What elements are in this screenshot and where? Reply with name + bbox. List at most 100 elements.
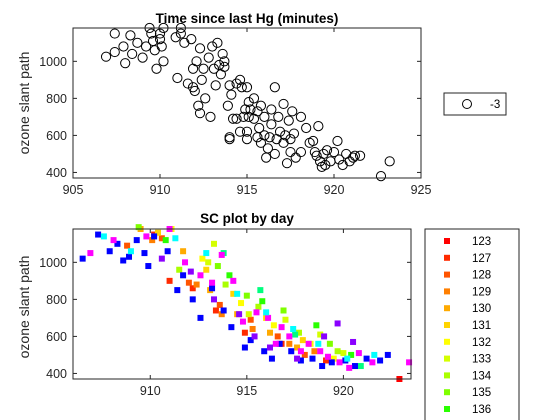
data-point	[203, 250, 210, 257]
bottom-plot-y-tick-label: 400	[46, 367, 67, 381]
data-point	[205, 111, 216, 122]
data-point	[226, 272, 233, 279]
data-point	[234, 290, 241, 297]
data-point	[287, 106, 298, 117]
data-point	[253, 309, 260, 316]
top-plot-y-tick-label: 800	[46, 92, 67, 106]
legend-label: 136	[472, 404, 491, 416]
data-point	[313, 121, 324, 132]
data-point	[334, 348, 341, 355]
data-point	[328, 146, 340, 158]
data-point	[197, 272, 204, 279]
data-point	[344, 355, 351, 362]
bottom-plot-x-tick-label: 915	[236, 384, 257, 398]
data-point	[384, 351, 391, 358]
data-point	[290, 326, 297, 332]
data-point	[218, 251, 225, 258]
top-plot-legend[interactable]: -3	[443, 92, 507, 116]
data-point	[308, 135, 319, 147]
data-point	[278, 324, 285, 331]
data-point	[297, 357, 304, 364]
data-point	[261, 348, 268, 355]
data-point	[371, 351, 378, 358]
top-plot-x-tick-label: 915	[237, 183, 258, 197]
data-point	[254, 122, 265, 134]
top-scatter-axes: Time since last Hg (minutes) ozone slant…	[16, 11, 431, 197]
data-point	[344, 156, 355, 167]
data-point	[288, 128, 300, 139]
legend-label: 129	[472, 286, 491, 298]
data-point	[120, 58, 131, 69]
data-point	[109, 46, 120, 58]
data-point	[95, 231, 102, 238]
data-point	[216, 301, 223, 308]
bottom-plot-legend[interactable]: 123127128129130131132133134135136137	[424, 228, 520, 420]
data-point	[297, 348, 304, 355]
data-point	[267, 329, 274, 336]
data-point	[375, 171, 387, 182]
data-point	[143, 233, 150, 240]
data-point	[276, 340, 283, 347]
data-point	[156, 41, 167, 52]
legend-label: 134	[472, 370, 492, 382]
legend-label: 132	[472, 337, 491, 349]
legend-swatch	[444, 406, 450, 412]
top-plot-frame	[72, 27, 422, 179]
data-point	[79, 255, 86, 262]
data-point	[269, 82, 280, 93]
data-point	[151, 233, 158, 240]
data-point	[162, 237, 169, 244]
data-point	[259, 298, 266, 305]
legend-swatch	[444, 254, 450, 261]
bottom-plot-x-tick-label: 920	[333, 384, 354, 398]
data-point	[319, 363, 326, 370]
data-point	[278, 98, 289, 110]
data-point	[324, 353, 331, 360]
bottom-legend-items: 123127128129130131132133134135136137	[444, 236, 492, 416]
data-point	[267, 344, 274, 351]
data-point	[265, 314, 272, 321]
data-point	[268, 355, 275, 362]
data-point	[245, 104, 256, 115]
data-point	[118, 41, 129, 52]
data-point	[231, 113, 242, 124]
data-point	[295, 111, 307, 122]
data-point	[207, 41, 218, 52]
data-point	[247, 337, 254, 344]
data-point	[120, 257, 127, 264]
top-plot-ticks: 905 910 915 920 925 400 600 800 1000	[39, 28, 431, 197]
data-point	[269, 148, 280, 160]
data-point	[182, 259, 189, 266]
data-point	[158, 255, 165, 262]
data-point	[282, 316, 289, 323]
data-point	[286, 333, 293, 340]
data-point	[351, 363, 358, 370]
data-point	[210, 296, 217, 303]
data-point	[217, 48, 228, 60]
data-point	[346, 364, 353, 371]
data-point	[176, 266, 183, 273]
top-plot-y-tick-label: 1000	[39, 55, 67, 69]
bottom-plot-y-tick-label: 1000	[39, 256, 67, 270]
data-point	[263, 309, 270, 316]
bottom-scatter-axes: SC plot by day ozone slant path 910 915 92…	[16, 211, 413, 398]
data-point	[350, 338, 357, 345]
data-point	[313, 322, 320, 329]
top-legend-marker	[462, 99, 472, 109]
data-point	[238, 111, 249, 122]
data-point	[203, 52, 214, 63]
data-point	[199, 255, 206, 262]
data-point	[198, 63, 209, 74]
data-point	[255, 100, 267, 111]
data-point	[294, 344, 301, 351]
data-point	[219, 56, 230, 67]
data-point	[357, 363, 364, 370]
data-point	[281, 158, 293, 169]
top-plot-title: Time since last Hg (minutes)	[156, 11, 339, 26]
bottom-plot-y-tick-label: 600	[46, 330, 67, 344]
data-point	[151, 63, 162, 74]
data-point	[224, 134, 235, 145]
data-point	[348, 351, 355, 358]
data-point	[311, 150, 322, 161]
data-point	[226, 89, 237, 100]
